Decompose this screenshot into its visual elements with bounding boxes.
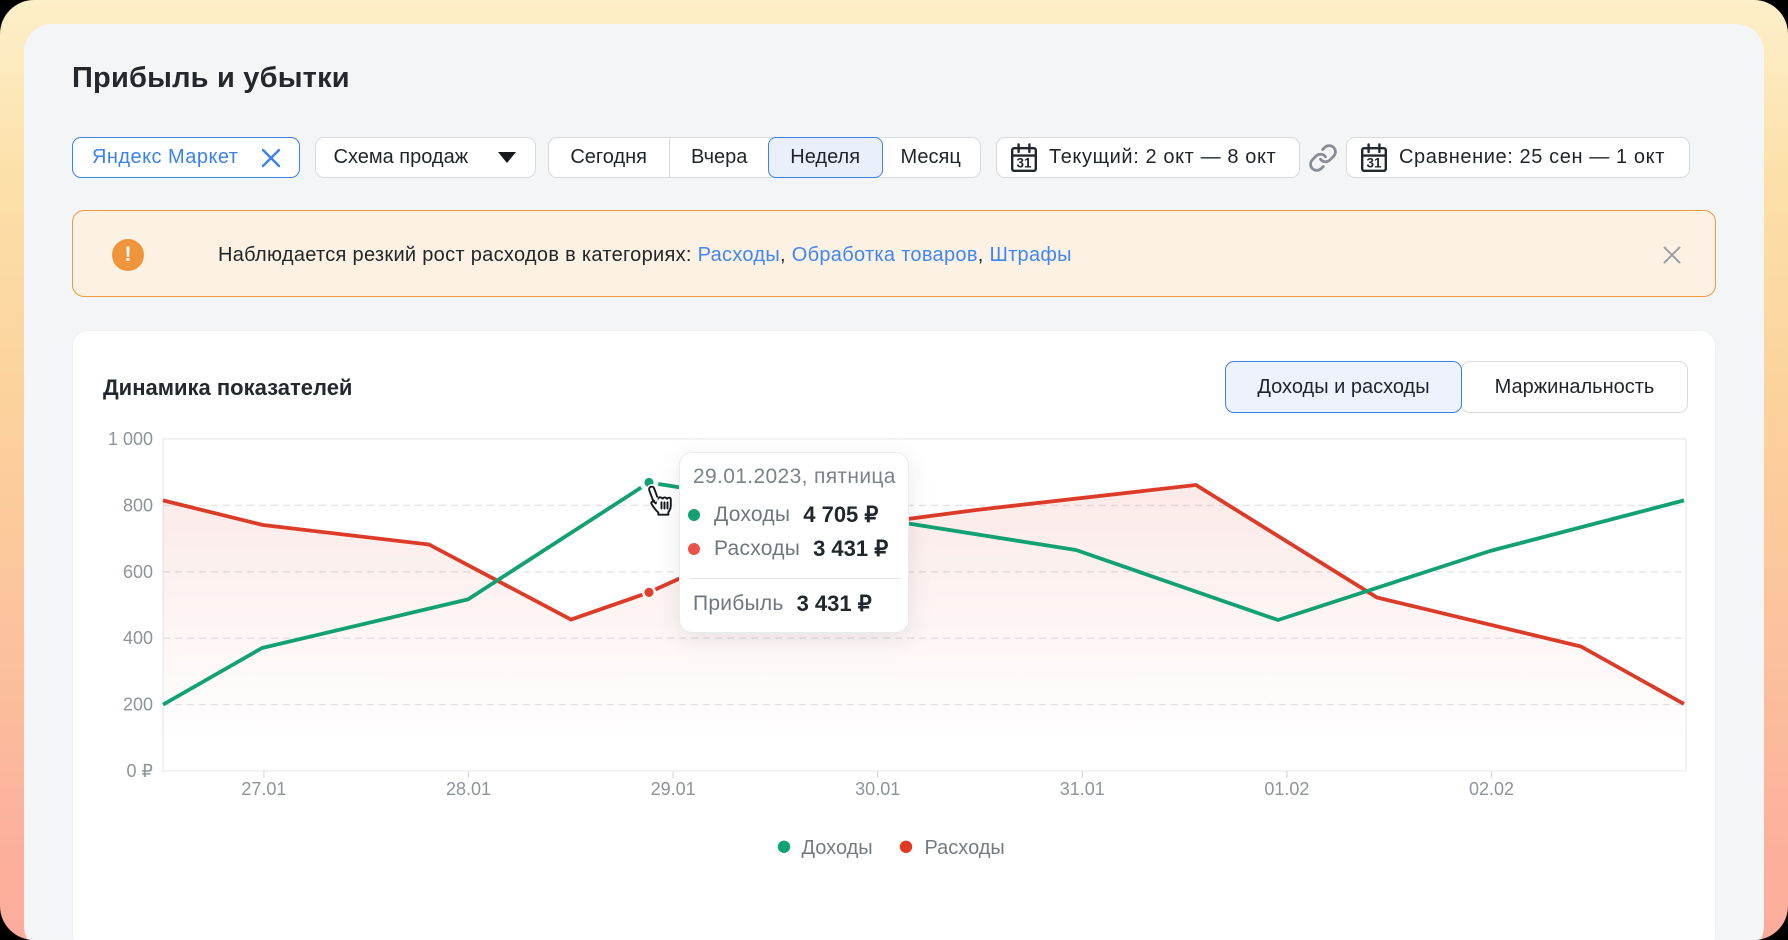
svg-text:Доходы: Доходы	[802, 837, 873, 859]
svg-text:400: 400	[123, 628, 153, 648]
svg-text:28.01: 28.01	[446, 779, 491, 799]
svg-text:31: 31	[1366, 155, 1382, 170]
svg-text:01.02: 01.02	[1264, 779, 1309, 799]
svg-text:29.01: 29.01	[651, 779, 696, 799]
svg-text:31.01: 31.01	[1060, 779, 1105, 799]
svg-text:1 000: 1 000	[108, 429, 153, 449]
svg-text:800: 800	[123, 495, 153, 515]
svg-text:31: 31	[1016, 155, 1032, 170]
svg-text:600: 600	[123, 562, 153, 582]
svg-text:Расходы: Расходы	[925, 837, 1005, 859]
svg-text:30.01: 30.01	[855, 779, 900, 799]
svg-text:27.01: 27.01	[241, 779, 286, 799]
svg-text:200: 200	[123, 695, 153, 715]
svg-text:02.02: 02.02	[1469, 779, 1514, 799]
svg-text:0 ₽: 0 ₽	[127, 761, 153, 781]
